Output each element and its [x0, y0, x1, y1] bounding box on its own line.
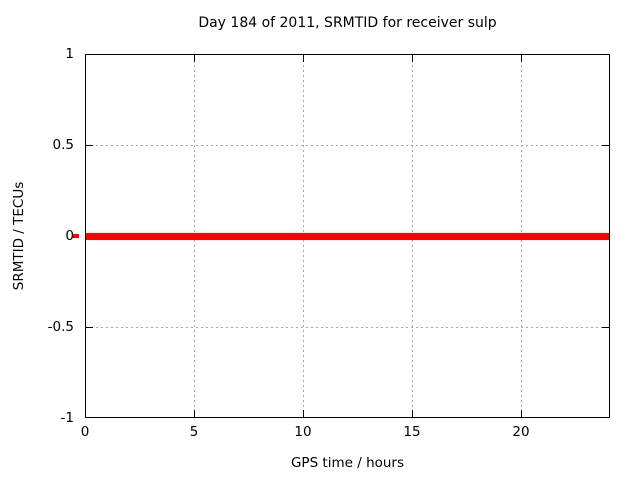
x-tick-label-5: 5	[189, 424, 199, 440]
plot-area	[85, 54, 610, 418]
x-tick-label-20: 20	[512, 424, 530, 440]
y-tick-right-plus0p5	[602, 145, 609, 146]
x-tick-bottom-10	[303, 410, 304, 417]
x-axis-label: GPS time / hours	[290, 455, 405, 471]
y-tick-label-0: 0	[65, 228, 74, 244]
y-tick-label-minus1: -1	[60, 410, 74, 426]
y-tick-right-minus0p5	[602, 327, 609, 328]
y-tick-label-minus0p5: -0.5	[47, 319, 74, 335]
series-line-srmtid	[86, 233, 609, 240]
x-tick-top-5	[194, 55, 195, 62]
x-tick-bottom-15	[412, 410, 413, 417]
y-tick-label-0p5: 0.5	[52, 137, 74, 153]
chart-title: Day 184 of 2011, SRMTID for receiver sul…	[198, 15, 497, 31]
x-tick-top-10	[303, 55, 304, 62]
gridline-horizontal-plus0p5	[86, 145, 609, 146]
series-zero-dash-outside-axis	[72, 234, 79, 238]
x-tick-label-0: 0	[80, 424, 90, 440]
x-tick-bottom-5	[194, 410, 195, 417]
x-tick-label-10: 10	[294, 424, 312, 440]
x-tick-label-15: 15	[403, 424, 421, 440]
x-tick-bottom-20	[521, 410, 522, 417]
x-tick-top-15	[412, 55, 413, 62]
gridline-horizontal-minus0p5	[86, 327, 609, 328]
y-tick-left-minus0p5	[86, 327, 93, 328]
x-tick-top-20	[521, 55, 522, 62]
y-tick-label-1: 1	[65, 46, 74, 62]
y-tick-left-plus0p5	[86, 145, 93, 146]
